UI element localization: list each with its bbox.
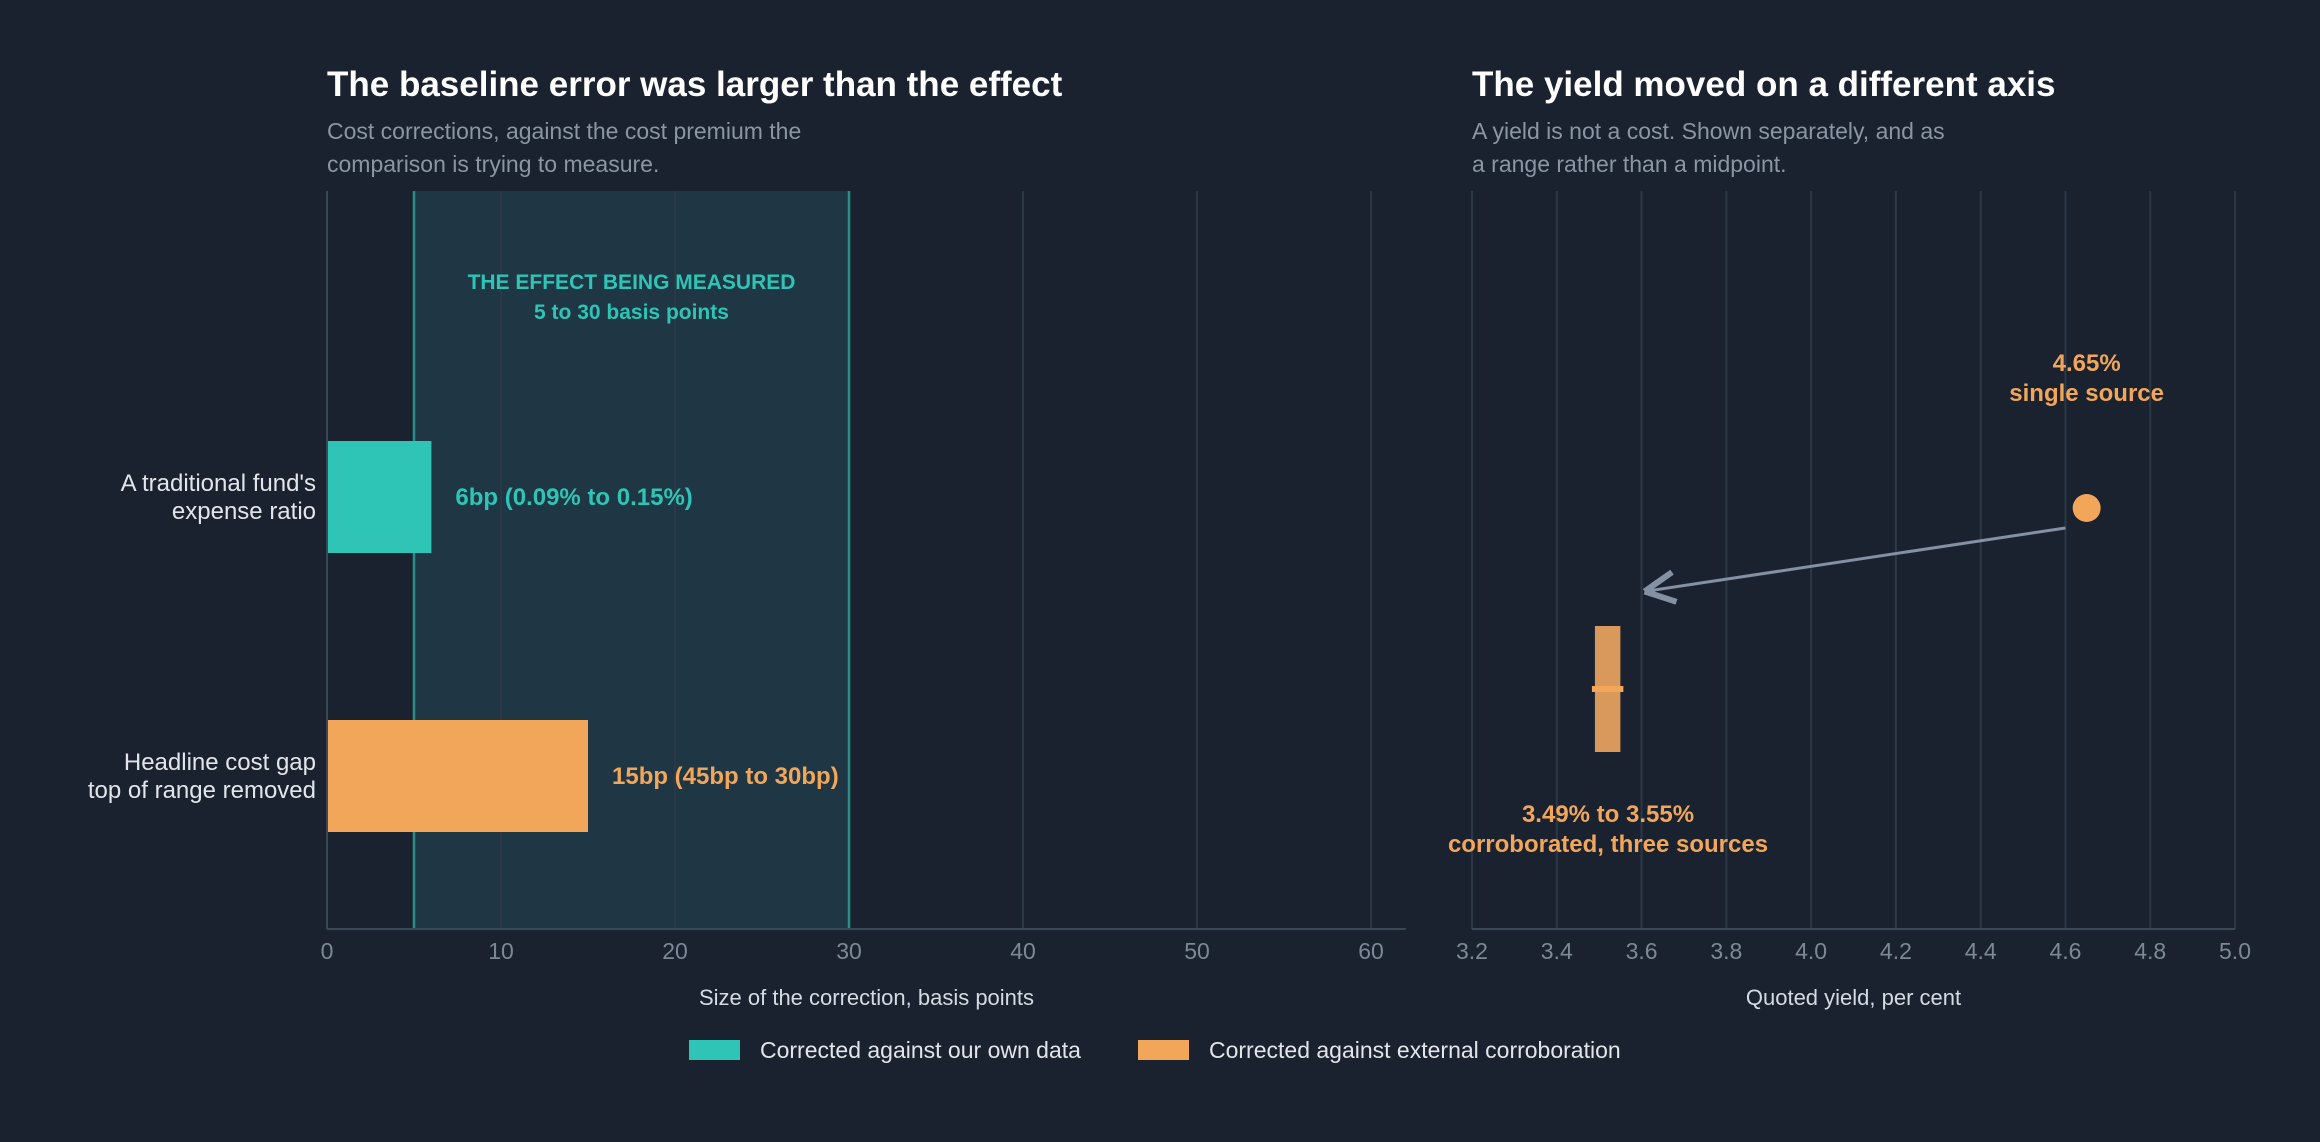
bar-value-label: 6bp (0.09% to 0.15%) — [455, 484, 692, 511]
point-label: 4.65% — [2053, 350, 2121, 377]
right-x-tick-label: 4.2 — [1880, 938, 1912, 964]
left-chart-subtitle-line-2: comparison is trying to measure. — [327, 151, 659, 177]
bar-category-label: top of range removed — [88, 777, 316, 804]
left-x-tick-labels: 0 10 20 30 40 50 60 — [321, 938, 1384, 964]
bar-category-label: A traditional fund's — [121, 470, 316, 497]
right-chart-subtitle-line-1: A yield is not a cost. Shown separately,… — [1472, 118, 1945, 144]
left-x-tick-label: 30 — [836, 938, 862, 964]
right-x-tick-label: 3.8 — [1710, 938, 1742, 964]
bar — [327, 720, 588, 832]
left-x-tick-label: 40 — [1010, 938, 1036, 964]
left-x-tick-label: 0 — [321, 938, 334, 964]
left-x-tick-label: 20 — [662, 938, 688, 964]
bar-value-label: 15bp (45bp to 30bp) — [612, 763, 839, 790]
bar — [327, 441, 432, 553]
right-chart-title: The yield moved on a different axis — [1472, 65, 2055, 104]
left-x-tick-label: 50 — [1184, 938, 1210, 964]
right-chart-subtitle-line-2: a range rather than a midpoint. — [1472, 151, 1787, 177]
shift-arrow — [1642, 526, 2066, 605]
legend-swatch-external — [1138, 1040, 1189, 1060]
right-x-tick-labels: 3.2 3.4 3.6 3.8 4.0 4.2 4.4 4.6 4.8 5.0 — [1456, 938, 2251, 964]
right-marks: 4.65% single source 3.49% to 3.55% corrobor… — [1448, 350, 2164, 858]
point-label: single source — [2009, 380, 2164, 407]
legend-label-own-data: Corrected against our own data — [760, 1037, 1081, 1063]
right-x-tick-label: 3.4 — [1541, 938, 1573, 964]
single-source-point — [2072, 494, 2101, 522]
legend-label-external: Corrected against external corroboration — [1209, 1037, 1621, 1063]
right-x-tick-label: 4.8 — [2134, 938, 2166, 964]
left-x-tick-label: 10 — [488, 938, 514, 964]
bar-category-label: expense ratio — [172, 498, 316, 525]
bar-category-label: Headline cost gap — [124, 749, 316, 776]
right-x-tick-label: 4.4 — [1965, 938, 1997, 964]
left-chart-title: The baseline error was larger than the e… — [327, 65, 1063, 104]
left-x-tick-label: 60 — [1358, 938, 1384, 964]
left-bars: 6bp (0.09% to 0.15%) A traditional fund's… — [88, 441, 839, 832]
legend-swatch-own-data — [689, 1040, 740, 1060]
range-label: corroborated, three sources — [1448, 831, 1768, 858]
left-chart: The baseline error was larger than the e… — [88, 65, 1406, 1010]
right-gridlines — [1471, 191, 2237, 929]
right-x-tick-label: 4.0 — [1795, 938, 1827, 964]
right-x-axis-label: Quoted yield, per cent — [1746, 985, 1961, 1010]
effect-band-range-label: 5 to 30 basis points — [534, 301, 729, 324]
left-x-axis-label: Size of the correction, basis points — [699, 985, 1034, 1010]
right-x-tick-label: 3.6 — [1626, 938, 1658, 964]
effect-band-label: THE EFFECT BEING MEASURED — [468, 271, 796, 294]
legend: Corrected against our own data Corrected… — [689, 1037, 1621, 1063]
range-label: 3.49% to 3.55% — [1522, 801, 1694, 828]
right-x-tick-label: 4.6 — [2049, 938, 2081, 964]
right-chart: The yield moved on a different axis A yi… — [1448, 65, 2251, 1010]
right-x-tick-label: 3.2 — [1456, 938, 1488, 964]
right-x-tick-label: 5.0 — [2219, 938, 2251, 964]
left-chart-subtitle-line-1: Cost corrections, against the cost premi… — [327, 118, 801, 144]
